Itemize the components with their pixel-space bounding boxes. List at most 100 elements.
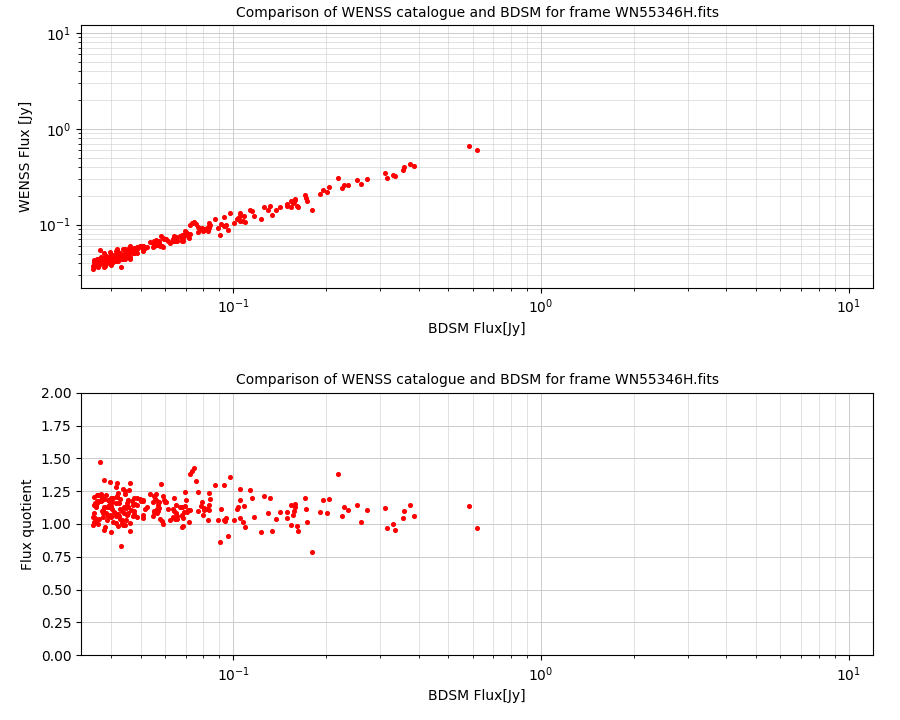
- Point: [114, 541, 129, 552]
- Point: [91, 253, 105, 264]
- Point: [396, 164, 410, 176]
- Point: [263, 199, 277, 211]
- Point: [167, 513, 182, 525]
- Point: [300, 195, 314, 207]
- Point: [359, 504, 374, 516]
- Point: [93, 495, 107, 507]
- Point: [103, 477, 117, 488]
- Point: [185, 466, 200, 477]
- Point: [134, 241, 148, 253]
- Point: [126, 248, 140, 259]
- Point: [316, 494, 330, 505]
- Point: [104, 526, 118, 537]
- Point: [88, 512, 103, 523]
- Point: [162, 514, 176, 526]
- Point: [284, 520, 299, 531]
- Point: [102, 501, 116, 513]
- Point: [93, 495, 107, 507]
- Point: [113, 503, 128, 515]
- Point: [121, 247, 135, 258]
- Point: [202, 505, 216, 516]
- Point: [112, 253, 127, 264]
- Point: [354, 516, 368, 528]
- Point: [470, 144, 484, 156]
- Point: [177, 230, 192, 242]
- Point: [236, 516, 250, 528]
- Point: [91, 518, 105, 529]
- Point: [147, 505, 161, 517]
- Point: [89, 261, 104, 272]
- Point: [136, 494, 150, 505]
- Point: [202, 220, 216, 232]
- Point: [93, 254, 107, 266]
- Point: [305, 546, 320, 557]
- Point: [236, 215, 250, 227]
- Point: [331, 468, 346, 480]
- Point: [230, 213, 245, 225]
- Point: [124, 246, 139, 258]
- Point: [222, 207, 237, 219]
- Point: [136, 240, 150, 251]
- Point: [381, 172, 395, 184]
- Point: [183, 228, 197, 240]
- Point: [340, 179, 355, 190]
- Point: [462, 140, 476, 151]
- Point: [208, 480, 222, 491]
- Point: [183, 468, 197, 480]
- Point: [92, 513, 106, 524]
- Point: [227, 217, 241, 229]
- Point: [91, 489, 105, 500]
- Point: [99, 489, 113, 500]
- Point: [86, 261, 101, 272]
- Point: [212, 222, 226, 234]
- Point: [127, 247, 141, 258]
- Point: [147, 490, 161, 502]
- Point: [125, 499, 140, 510]
- Point: [127, 243, 141, 254]
- Point: [149, 488, 164, 500]
- Point: [288, 501, 302, 513]
- Point: [94, 253, 109, 264]
- Point: [138, 242, 152, 253]
- Point: [115, 253, 130, 265]
- Point: [89, 501, 104, 513]
- Point: [288, 499, 302, 510]
- Point: [218, 515, 232, 526]
- Point: [135, 246, 149, 257]
- Point: [176, 235, 190, 247]
- Point: [102, 252, 116, 264]
- Point: [232, 483, 247, 495]
- Point: [147, 235, 161, 247]
- Point: [143, 236, 157, 248]
- Point: [111, 256, 125, 267]
- Point: [470, 522, 484, 534]
- Point: [219, 512, 233, 523]
- Point: [97, 261, 112, 272]
- Point: [96, 256, 111, 267]
- Point: [191, 505, 205, 517]
- Point: [135, 245, 149, 256]
- Point: [213, 503, 228, 514]
- Point: [385, 518, 400, 530]
- Point: [110, 244, 124, 256]
- Point: [87, 256, 102, 268]
- Point: [120, 246, 134, 258]
- Point: [91, 261, 105, 272]
- Point: [298, 189, 312, 201]
- Point: [88, 500, 103, 511]
- Point: [116, 250, 130, 261]
- Point: [148, 236, 162, 248]
- Point: [156, 518, 170, 529]
- Point: [130, 511, 144, 523]
- Point: [119, 251, 133, 263]
- Point: [99, 253, 113, 265]
- Point: [122, 477, 137, 489]
- Point: [157, 494, 171, 505]
- Point: [151, 237, 166, 248]
- Point: [99, 501, 113, 513]
- Point: [388, 171, 402, 182]
- Point: [128, 244, 142, 256]
- Point: [92, 254, 106, 266]
- Y-axis label: Flux quotient: Flux quotient: [21, 478, 35, 570]
- Point: [119, 503, 133, 514]
